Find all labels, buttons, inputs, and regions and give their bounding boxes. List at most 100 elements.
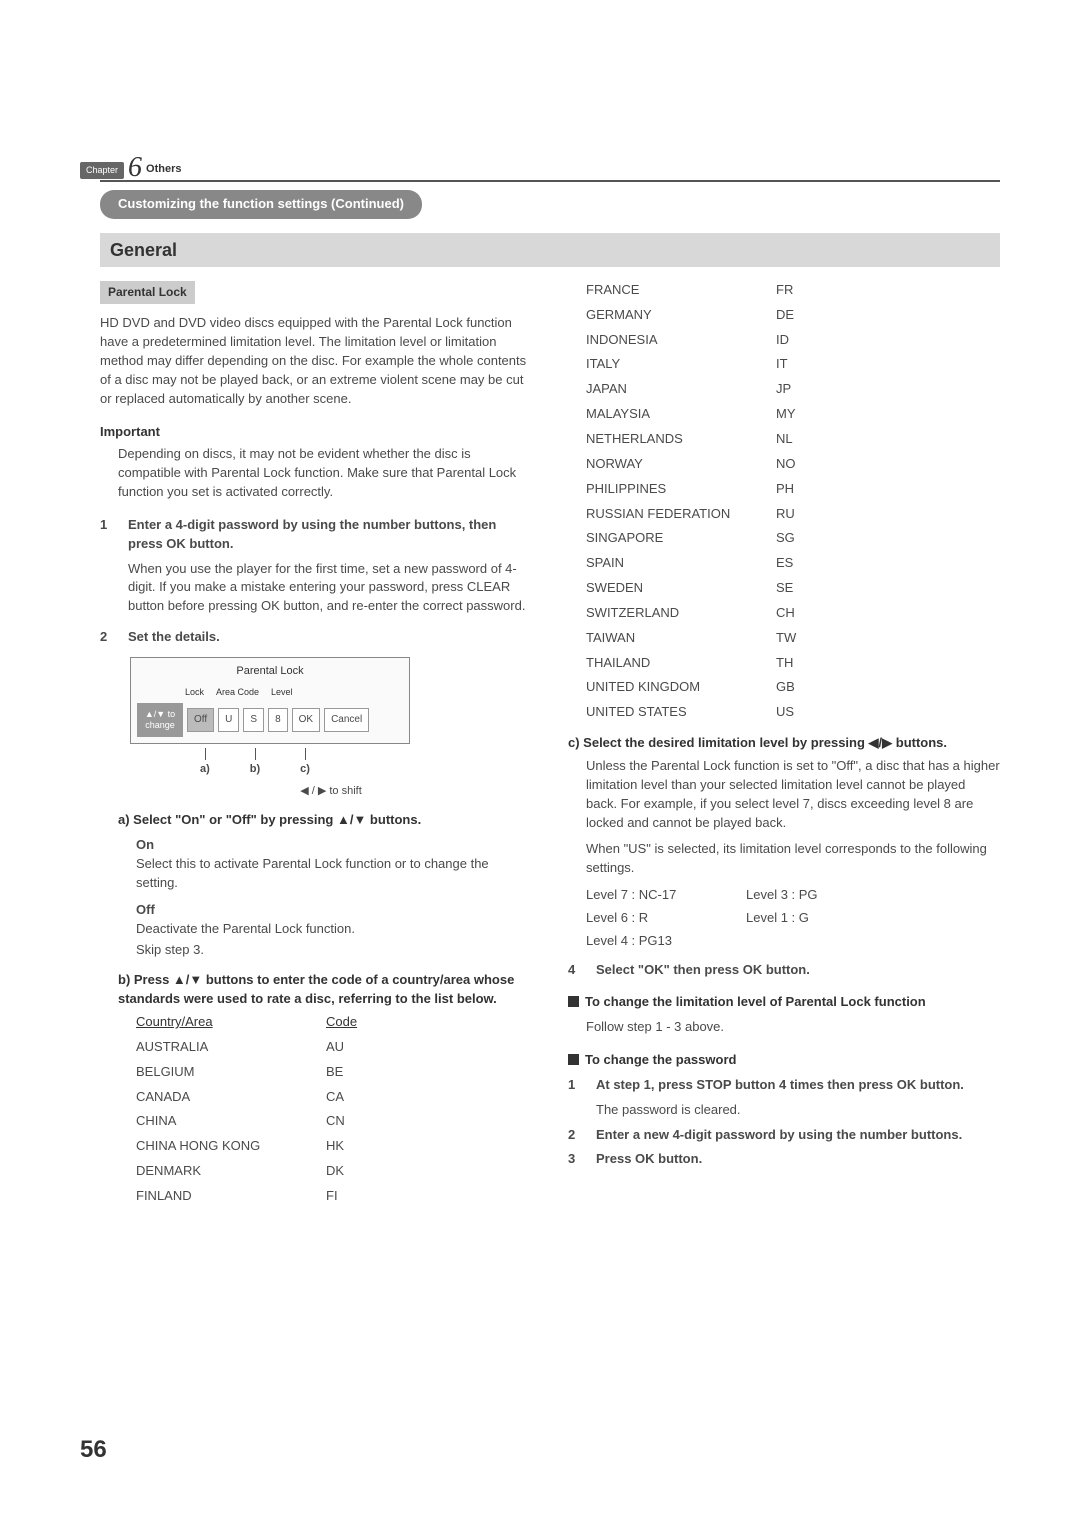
chapter-number: 6 xyxy=(128,148,142,189)
option-on-desc: Select this to activate Parental Lock fu… xyxy=(136,855,532,893)
table-row: JAPANJP xyxy=(586,380,1000,399)
option-off-desc2: Skip step 3. xyxy=(136,941,532,960)
level-row: Level 6 : R Level 1 : G xyxy=(586,909,1000,928)
code-cell: NL xyxy=(776,430,826,449)
table-row: GERMANYDE xyxy=(586,306,1000,325)
diagram-header: Level xyxy=(271,686,293,699)
pw-step-2: 2 Enter a new 4-digit password by using … xyxy=(568,1126,1000,1145)
page-pill: Customizing the function settings (Conti… xyxy=(100,190,422,219)
country-table-right: FRANCEFRGERMANYDEINDONESIAIDITALYITJAPAN… xyxy=(586,281,1000,722)
change-password-heading: To change the password xyxy=(568,1051,1000,1070)
country-cell: JAPAN xyxy=(586,380,776,399)
country-cell: AUSTRALIA xyxy=(136,1038,326,1057)
code-cell: ID xyxy=(776,331,826,350)
code-cell: CH xyxy=(776,604,826,623)
table-row: BELGIUMBE xyxy=(136,1063,532,1082)
table-row: CHINA HONG KONGHK xyxy=(136,1137,532,1156)
diagram-cell-8: 8 xyxy=(268,708,288,733)
country-cell: ITALY xyxy=(586,355,776,374)
square-icon xyxy=(568,996,579,1007)
level-right: Level 1 : G xyxy=(746,909,809,928)
country-cell: FINLAND xyxy=(136,1187,326,1206)
table-row: ITALYIT xyxy=(586,355,1000,374)
code-cell: TH xyxy=(776,654,826,673)
code-cell: AU xyxy=(326,1038,376,1057)
right-column: FRANCEFRGERMANYDEINDONESIAIDITALYITJAPAN… xyxy=(568,281,1000,1212)
table-row: FINLANDFI xyxy=(136,1187,532,1206)
diagram-pointer-c: c) xyxy=(300,762,310,778)
option-on: On xyxy=(136,836,532,855)
diagram-pointer-a: a) xyxy=(200,762,210,778)
diagram-header: Area Code xyxy=(216,686,259,699)
country-cell: SINGAPORE xyxy=(586,529,776,548)
country-cell: SWITZERLAND xyxy=(586,604,776,623)
country-cell: CANADA xyxy=(136,1088,326,1107)
table-row: NETHERLANDSNL xyxy=(586,430,1000,449)
table-row: PHILIPPINESPH xyxy=(586,480,1000,499)
country-cell: MALAYSIA xyxy=(586,405,776,424)
country-cell: INDONESIA xyxy=(586,331,776,350)
country-cell: DENMARK xyxy=(136,1162,326,1181)
level-row: Level 7 : NC-17Level 3 : PG xyxy=(586,886,1000,905)
level-row: Level 4 : PG13 xyxy=(586,932,1000,951)
code-cell: PH xyxy=(776,480,826,499)
code-cell: GB xyxy=(776,678,826,697)
change-password-title: To change the password xyxy=(585,1052,736,1067)
step-2: 2 Set the details. xyxy=(100,628,532,647)
table-row: SWITZERLANDCH xyxy=(586,604,1000,623)
setting-tag: Parental Lock xyxy=(100,281,195,304)
diagram-side-label: ▲/▼ to change xyxy=(137,703,183,737)
table-row: TAIWANTW xyxy=(586,629,1000,648)
table-row: SINGAPORESG xyxy=(586,529,1000,548)
intro-text: HD DVD and DVD video discs equipped with… xyxy=(100,314,532,408)
parental-lock-diagram: Parental Lock Lock Area Code Level ▲/▼ t… xyxy=(130,657,532,799)
step-number: 1 xyxy=(568,1076,582,1120)
code-cell: JP xyxy=(776,380,826,399)
table-row: SWEDENSE xyxy=(586,579,1000,598)
code-cell: FR xyxy=(776,281,826,300)
diagram-pointer-b: b) xyxy=(250,762,260,778)
step-1: 1 Enter a 4-digit password by using the … xyxy=(100,516,532,616)
country-table-left: Country/Area Code AUSTRALIAAUBELGIUMBECA… xyxy=(136,1013,532,1206)
code-cell: US xyxy=(776,703,826,722)
step-body: When you use the player for the first ti… xyxy=(128,560,532,617)
code-cell: ES xyxy=(776,554,826,573)
pw-step-3: 3 Press OK button. xyxy=(568,1150,1000,1169)
table-row: RUSSIAN FEDERATIONRU xyxy=(586,505,1000,524)
diagram-header: Lock xyxy=(185,686,204,699)
sub-c-title: c) Select the desired limitation level b… xyxy=(568,734,1000,753)
country-cell: TAIWAN xyxy=(586,629,776,648)
country-cell: RUSSIAN FEDERATION xyxy=(586,505,776,524)
level-left: Level 6 : R xyxy=(586,909,716,928)
option-off: Off xyxy=(136,901,532,920)
code-cell: BE xyxy=(326,1063,376,1082)
step-title: Select "OK" then press OK button. xyxy=(596,961,1000,980)
sub-a-title: a) Select "On" or "Off" by pressing ▲/▼ … xyxy=(118,811,532,830)
table-header-country: Country/Area xyxy=(136,1013,326,1032)
code-cell: IT xyxy=(776,355,826,374)
change-level-heading: To change the limitation level of Parent… xyxy=(568,993,1000,1012)
country-cell: SWEDEN xyxy=(586,579,776,598)
table-row: FRANCEFR xyxy=(586,281,1000,300)
section-heading: General xyxy=(100,233,1000,267)
code-cell: CA xyxy=(326,1088,376,1107)
country-cell: NETHERLANDS xyxy=(586,430,776,449)
page-number: 56 xyxy=(80,1433,107,1468)
step-title: Set the details. xyxy=(128,628,532,647)
chapter-label: Chapter xyxy=(80,162,124,179)
country-cell: THAILAND xyxy=(586,654,776,673)
chapter-tab: Chapter 6 Others xyxy=(80,150,182,191)
option-off-desc1: Deactivate the Parental Lock function. xyxy=(136,920,532,939)
table-row: DENMARKDK xyxy=(136,1162,532,1181)
level-left: Level 4 : PG13 xyxy=(586,932,716,951)
divider xyxy=(100,180,1000,182)
code-cell: DE xyxy=(776,306,826,325)
step-number: 2 xyxy=(568,1126,582,1145)
chapter-topic: Others xyxy=(146,162,181,178)
country-cell: CHINA xyxy=(136,1112,326,1131)
diagram-cell-ok: OK xyxy=(292,708,320,733)
diagram-cell-cancel: Cancel xyxy=(324,708,369,733)
step-4: 4 Select "OK" then press OK button. xyxy=(568,961,1000,980)
sub-c-body2: When "US" is selected, its limitation le… xyxy=(586,840,1000,878)
left-column: Parental Lock HD DVD and DVD video discs… xyxy=(100,281,532,1212)
